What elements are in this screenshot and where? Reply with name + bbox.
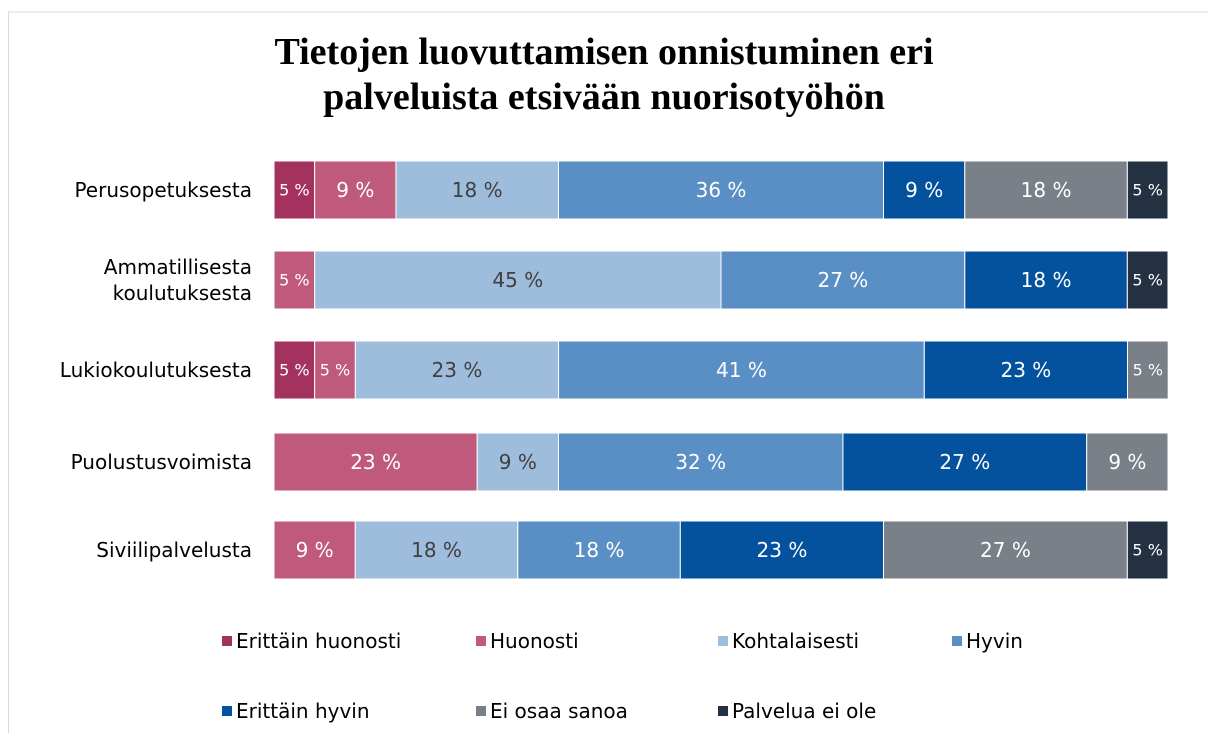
- data-label: 23 %: [757, 538, 808, 562]
- category-label: Lukiokoulutuksesta: [59, 358, 252, 382]
- category-label: Perusopetuksesta: [74, 178, 252, 202]
- legend-label: Erittäin huonosti: [236, 629, 401, 653]
- data-label: 5 %: [279, 361, 309, 380]
- bar-segment: [1126, 520, 1169, 580]
- data-label: 27 %: [980, 538, 1031, 562]
- bar-segment: [557, 432, 844, 492]
- bar-segment: [1127, 340, 1169, 400]
- data-label: 23 %: [1000, 358, 1051, 382]
- data-label: 5 %: [320, 361, 350, 380]
- legend-label: Hyvin: [966, 629, 1023, 653]
- legend-swatch: [476, 706, 486, 716]
- legend-label: Huonosti: [490, 629, 579, 653]
- data-label: 5 %: [1133, 361, 1163, 380]
- bar-segment: [1126, 250, 1169, 310]
- bar-segment: [842, 432, 1088, 492]
- data-label: 36 %: [696, 178, 747, 202]
- bar-segment: [1126, 160, 1169, 220]
- data-label: 18 %: [411, 538, 462, 562]
- bar-segment: [273, 340, 316, 400]
- bar-segment: [273, 432, 478, 492]
- bar-segment: [273, 250, 316, 310]
- category-label: Siviilipalvelusta: [96, 538, 252, 562]
- bar-segment: [314, 340, 356, 400]
- bar-segment: [395, 160, 559, 220]
- category-label: Puolustusvoimista: [70, 450, 252, 474]
- data-label: 23 %: [432, 358, 483, 382]
- legend-swatch: [222, 706, 232, 716]
- legend-label: Kohtalaisesti: [732, 629, 859, 653]
- data-label: 18 %: [452, 178, 503, 202]
- data-label: 32 %: [675, 450, 726, 474]
- data-label: 18 %: [1021, 178, 1072, 202]
- data-label: 41 %: [716, 358, 767, 382]
- data-label: 9 %: [1108, 450, 1146, 474]
- data-label: 23 %: [350, 450, 401, 474]
- data-label: 9 %: [296, 538, 334, 562]
- data-label: 5 %: [1132, 181, 1162, 200]
- bar-segment: [354, 340, 560, 400]
- data-label: 45 %: [492, 268, 543, 292]
- data-label: 5 %: [1132, 541, 1162, 560]
- bar-segment: [679, 520, 885, 580]
- bar-segment: [314, 160, 397, 220]
- bar-segment: [476, 432, 559, 492]
- legend-label: Ei osaa sanoa: [490, 699, 628, 723]
- legend-label: Palvelua ei ole: [732, 699, 876, 723]
- data-label: 9 %: [499, 450, 537, 474]
- data-label: 27 %: [939, 450, 990, 474]
- data-label: 5 %: [1132, 271, 1162, 290]
- bar-segment: [558, 340, 925, 400]
- bar-segment: [557, 160, 885, 220]
- bar-segment: [720, 250, 966, 310]
- data-label: 18 %: [1021, 268, 1072, 292]
- bar-segment: [923, 340, 1129, 400]
- legend-label: Erittäin hyvin: [236, 699, 370, 723]
- chart-title: Tietojen luovuttamisen onnistuminen eri …: [274, 31, 934, 118]
- legend-swatch: [476, 636, 486, 646]
- data-label: 27 %: [817, 268, 868, 292]
- legend-swatch: [222, 636, 232, 646]
- data-label: 18 %: [574, 538, 625, 562]
- bar-segment: [517, 520, 681, 580]
- bar-segment: [1086, 432, 1169, 492]
- bar-segment: [964, 250, 1128, 310]
- data-label: 9 %: [905, 178, 943, 202]
- bar-segment: [273, 520, 356, 580]
- legend-swatch: [718, 706, 728, 716]
- data-label: 9 %: [336, 178, 374, 202]
- bar-segment: [354, 520, 519, 580]
- legend-swatch: [718, 636, 728, 646]
- bar-segment: [883, 520, 1128, 580]
- legend-swatch: [952, 636, 962, 646]
- data-label: 5 %: [279, 271, 309, 290]
- bar-segment: [273, 160, 316, 220]
- data-label: 5 %: [279, 181, 309, 200]
- category-label: Ammatillisesta koulutuksesta: [103, 255, 252, 305]
